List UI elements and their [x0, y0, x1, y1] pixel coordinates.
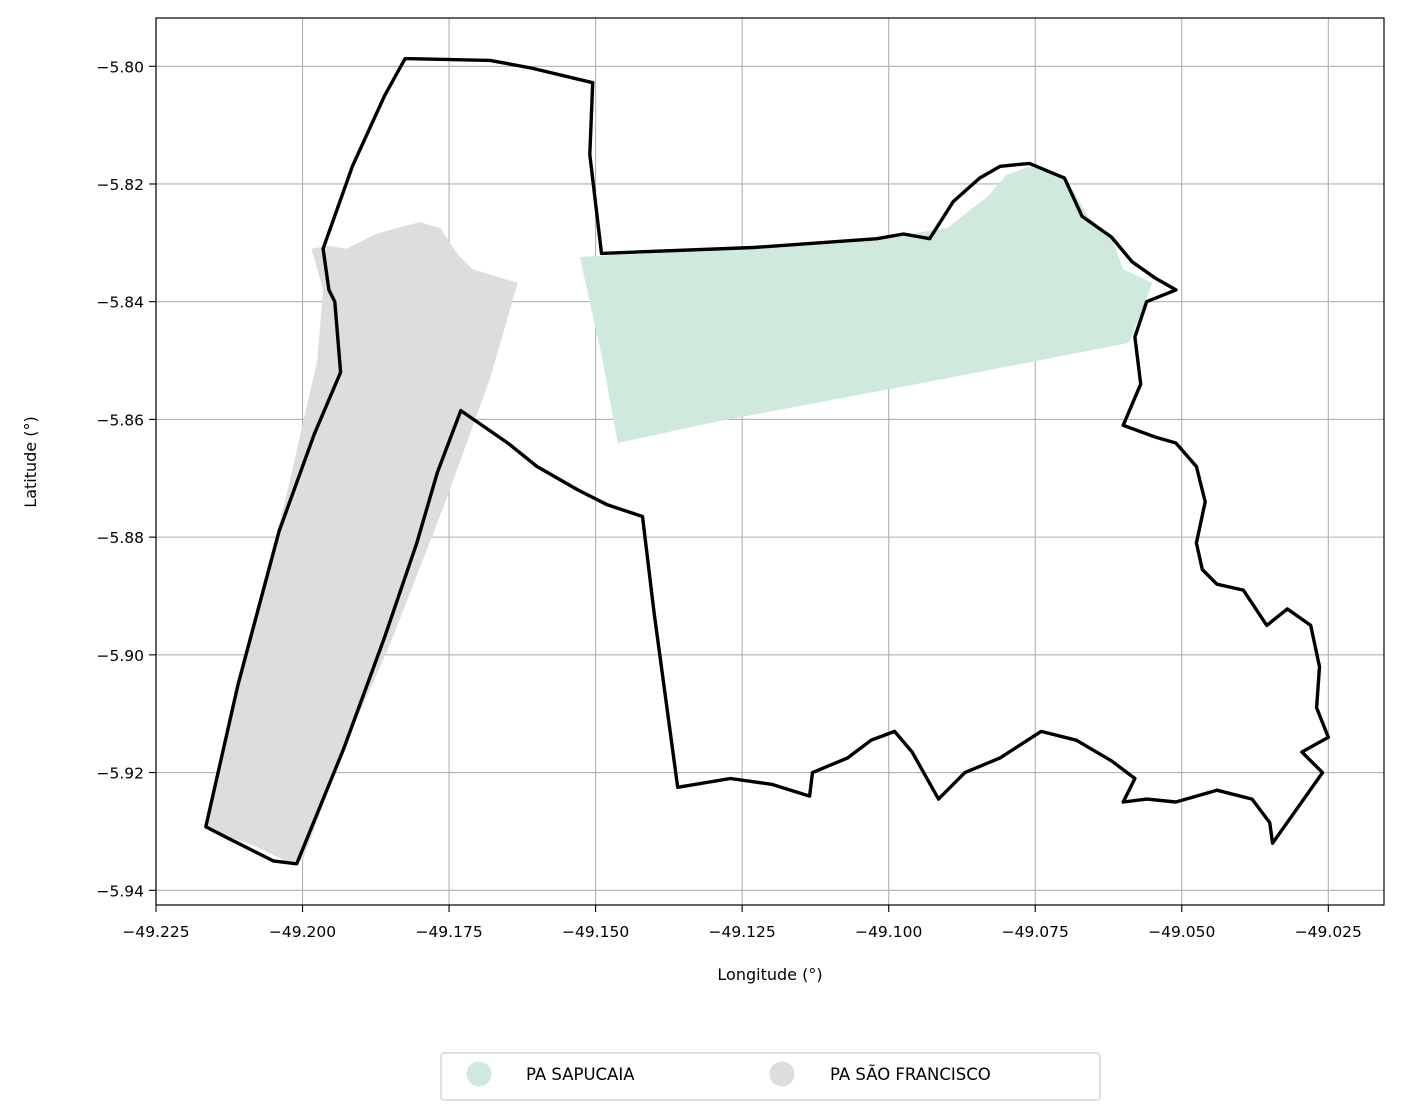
- legend: PA SAPUCAIA PA SÃO FRANCISCO: [440, 1052, 1101, 1101]
- x-tick-label: −49.225: [122, 923, 189, 941]
- y-tick-label: −5.86: [97, 411, 145, 429]
- y-tick-label: −5.80: [97, 58, 145, 76]
- x-tick-label: −49.025: [1295, 923, 1362, 941]
- legend-marker-pa-sapucaia: [466, 1061, 492, 1087]
- x-tick-label: −49.050: [1148, 923, 1215, 941]
- x-tick-label: −49.200: [269, 923, 336, 941]
- y-tick-label: −5.94: [97, 882, 145, 900]
- area-fills: [205, 166, 1153, 861]
- x-tick-label: −49.100: [855, 923, 922, 941]
- plot-frame: [155, 17, 1385, 906]
- x-tick-label: −49.125: [709, 923, 776, 941]
- y-tick-label: −5.88: [97, 529, 145, 547]
- x-axis-label: Longitude (°): [717, 965, 822, 984]
- area-pa-sapucaia: [579, 166, 1153, 444]
- legend-label-pa-sao-francisco: PA SÃO FRANCISCO: [830, 1065, 991, 1084]
- axis-ticks: −49.225 −49.200 −49.175 −49.150 −49.125 −49.1…: [97, 58, 1362, 941]
- legend-label-pa-sapucaia: PA SAPUCAIA: [526, 1065, 635, 1084]
- boundary-outlines: [204, 56, 1331, 866]
- x-tick-label: −49.175: [415, 923, 482, 941]
- y-tick-label: −5.82: [97, 176, 145, 194]
- area-pa-sao-francisco: [205, 222, 518, 861]
- y-tick-label: −5.90: [97, 647, 145, 665]
- y-tick-label: −5.92: [97, 765, 145, 783]
- legend-marker-pa-sao-francisco: [769, 1061, 795, 1087]
- boundary-outline: [204, 56, 1331, 866]
- y-tick-label: −5.84: [97, 294, 145, 312]
- x-tick-label: −49.075: [1002, 923, 1069, 941]
- x-tick-label: −49.150: [562, 923, 629, 941]
- y-axis-label: Latitude (°): [21, 416, 40, 507]
